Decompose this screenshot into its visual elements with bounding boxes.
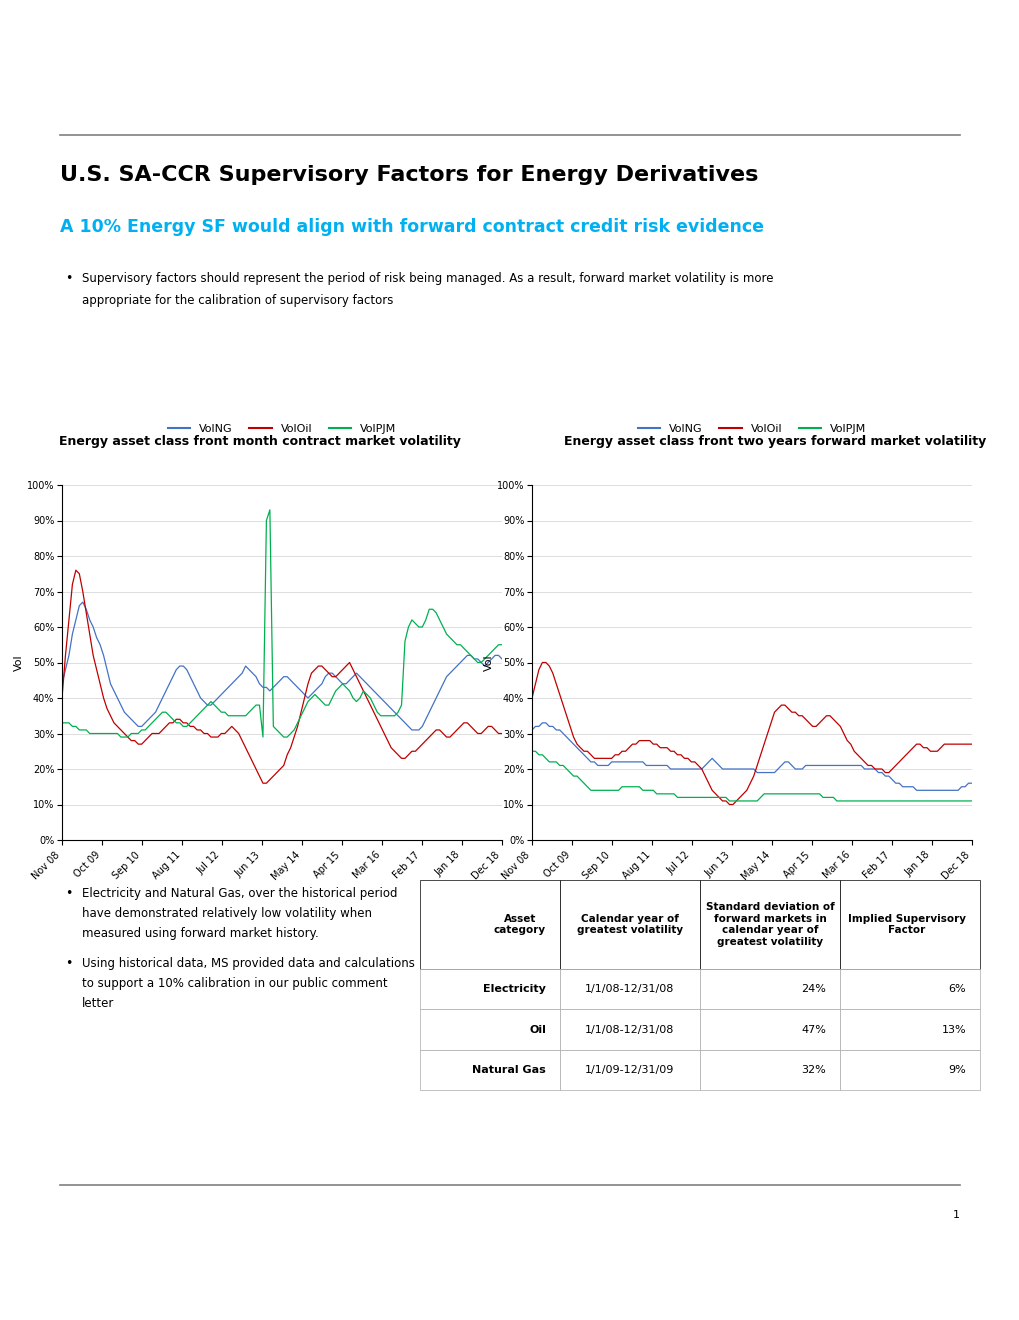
Text: •: •: [65, 272, 72, 285]
Text: have demonstrated relatively low volatility when: have demonstrated relatively low volatil…: [82, 907, 372, 920]
Text: Energy asset class front two years forward market volatility: Energy asset class front two years forwa…: [564, 436, 985, 447]
Text: •: •: [65, 957, 72, 970]
Y-axis label: Vol: Vol: [484, 655, 493, 671]
Text: Electricity and Natural Gas, over the historical period: Electricity and Natural Gas, over the hi…: [82, 887, 397, 900]
Text: U.S. SA-CCR Supervisory Factors for Energy Derivatives: U.S. SA-CCR Supervisory Factors for Ener…: [60, 165, 758, 185]
Y-axis label: Vol: Vol: [14, 655, 24, 671]
Text: •: •: [65, 887, 72, 900]
Legend: VolNG, VolOil, VolPJM: VolNG, VolOil, VolPJM: [163, 420, 400, 438]
Legend: VolNG, VolOil, VolPJM: VolNG, VolOil, VolPJM: [633, 420, 869, 438]
Text: 1: 1: [952, 1210, 959, 1220]
Text: Energy asset class front month contract market volatility: Energy asset class front month contract …: [59, 436, 461, 447]
Text: measured using forward market history.: measured using forward market history.: [82, 927, 319, 940]
Text: appropriate for the calibration of supervisory factors: appropriate for the calibration of super…: [82, 294, 393, 308]
Text: letter: letter: [82, 997, 114, 1010]
Text: Using historical data, MS provided data and calculations: Using historical data, MS provided data …: [82, 957, 415, 970]
Text: to support a 10% calibration in our public comment: to support a 10% calibration in our publ…: [82, 977, 387, 990]
Text: Supervisory factors should represent the period of risk being managed. As a resu: Supervisory factors should represent the…: [82, 272, 772, 285]
Text: A 10% Energy SF would align with forward contract credit risk evidence: A 10% Energy SF would align with forward…: [60, 218, 763, 236]
